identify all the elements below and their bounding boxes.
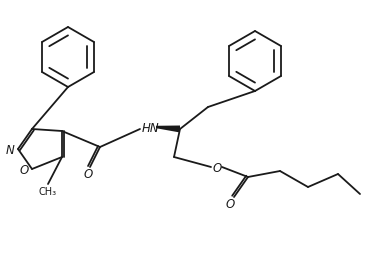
Text: N: N (6, 143, 15, 156)
Text: O: O (19, 163, 29, 176)
Text: HN: HN (142, 121, 160, 134)
Text: CH₃: CH₃ (39, 186, 57, 196)
Text: O: O (84, 167, 93, 180)
Text: O: O (225, 197, 235, 210)
Polygon shape (156, 126, 180, 133)
Text: O: O (212, 161, 222, 174)
